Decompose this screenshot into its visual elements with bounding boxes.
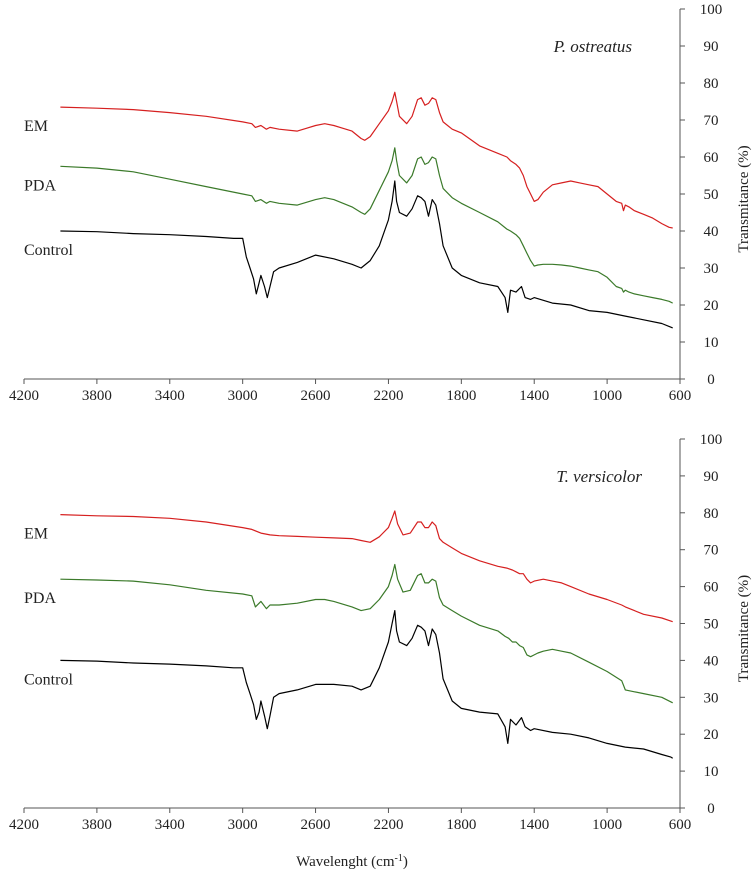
panel2-series-control — [60, 609, 674, 759]
panel1-series-label-pda: PDA — [24, 177, 56, 194]
panel2-y-tick-label: 40 — [704, 653, 719, 669]
panel1-y-tick-label: 90 — [704, 39, 719, 55]
panel1-y-tick-label: 20 — [704, 298, 719, 314]
panel2-x-tick-label: 3000 — [228, 817, 258, 833]
panel1-x-tick-label: 3800 — [82, 388, 112, 404]
panel1-series-control — [60, 180, 673, 329]
panel2-x-tick-label: 3400 — [155, 817, 185, 833]
panel1-y-tick-label: 40 — [704, 224, 719, 240]
panel1-x-tick-label: 1400 — [519, 388, 549, 404]
panel2-x-tick-label: 2600 — [301, 817, 331, 833]
panel2-x-tick-label: 3800 — [82, 817, 112, 833]
panel2-title: T. versicolor — [556, 467, 642, 486]
panel1-x-tick-label: 1800 — [446, 388, 476, 404]
panel1-x-tick-label: 3400 — [155, 388, 185, 404]
panel1-y-axis-title: Transmitance (%) — [736, 145, 752, 252]
panel2-x-tick-label: 600 — [669, 817, 692, 833]
panel2-series-label-em: EM — [24, 526, 48, 543]
panel1-x-tick-label: 4200 — [9, 388, 39, 404]
panel1-y-tick-label: 0 — [707, 372, 715, 388]
panel1-y-tick-label: 50 — [704, 187, 719, 203]
panel2-y-tick-label: 70 — [704, 543, 719, 559]
panel2-x-axis-title: Wavelenght (cm-1) — [296, 853, 408, 871]
panel1-series-pda — [60, 147, 673, 304]
panel2-x-tick-label: 1000 — [592, 817, 622, 833]
panel1-y-tick-label: 100 — [700, 2, 723, 18]
panel1-y-tick-label: 10 — [704, 335, 719, 351]
panel2-series-label-pda: PDA — [24, 590, 56, 607]
panel1-series-label-control: Control — [24, 242, 73, 259]
panel2-y-axis-title: Transmitance (%) — [736, 575, 752, 682]
panel1-y-tick-label: 80 — [704, 76, 719, 92]
panel2-series-label-control: Control — [24, 671, 73, 688]
panel2-series-em — [60, 510, 673, 623]
panel2-y-tick-label: 80 — [704, 506, 719, 522]
panel1-x-tick-label: 3000 — [228, 388, 258, 404]
panel1-y-tick-label: 60 — [704, 150, 719, 166]
panel1-x-tick-label: 2600 — [301, 388, 331, 404]
panel2-x-tick-label: 1800 — [446, 817, 476, 833]
panel1-series-label-em: EM — [24, 118, 48, 135]
panel2-x-tick-label: 2200 — [373, 817, 403, 833]
panel1-title: P. ostreatus — [553, 37, 633, 56]
panel2-y-tick-label: 30 — [704, 690, 719, 706]
panel2-y-tick-label: 50 — [704, 617, 719, 633]
panel2-series-pda — [60, 563, 673, 704]
panel1-x-tick-label: 2200 — [373, 388, 403, 404]
panel2-x-tick-label: 4200 — [9, 817, 39, 833]
panel1-x-tick-label: 600 — [669, 388, 692, 404]
panel1-x-tick-label: 1000 — [592, 388, 622, 404]
panel2-y-tick-label: 10 — [704, 764, 719, 780]
panel2-y-tick-label: 20 — [704, 727, 719, 743]
panel2-x-tick-label: 1400 — [519, 817, 549, 833]
panel2-y-tick-label: 60 — [704, 580, 719, 596]
panel2-y-tick-label: 0 — [707, 801, 715, 817]
panel2-y-tick-label: 90 — [704, 469, 719, 485]
panel1-y-tick-label: 30 — [704, 261, 719, 277]
panel1-series-em — [60, 91, 673, 229]
panel1-y-tick-label: 70 — [704, 113, 719, 129]
panel2-y-tick-label: 100 — [700, 432, 723, 448]
